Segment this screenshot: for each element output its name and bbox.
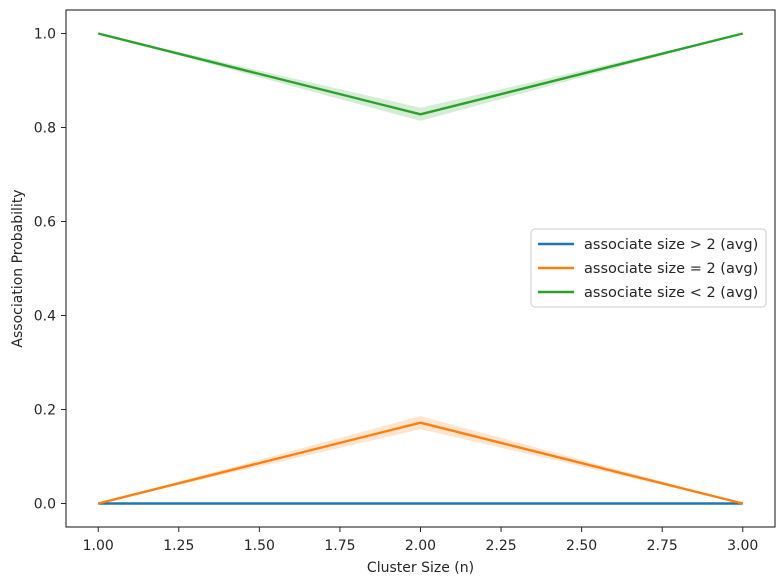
legend-label: associate size < 2 (avg): [584, 285, 758, 301]
y-axis-ticks: 0.0 0.2 0.4 0.6 0.8 1.0: [34, 27, 66, 513]
series-2-band: [98, 416, 743, 504]
y-axis-label: Association Probability: [10, 189, 26, 347]
series-2-line: [97, 421, 744, 505]
x-tick-label: 2.25: [485, 538, 516, 554]
x-tick-label: 2.50: [566, 538, 597, 554]
y-tick-label: 0.0: [34, 497, 56, 513]
x-tick-label: 2.00: [405, 538, 436, 554]
y-tick-label: 0.2: [34, 403, 56, 419]
y-tick-label: 0.4: [34, 309, 56, 325]
y-tick-label: 0.8: [34, 121, 56, 137]
x-tick-label: 2.75: [647, 538, 678, 554]
x-axis-label: Cluster Size (n): [367, 560, 474, 576]
x-tick-label: 1.00: [83, 538, 114, 554]
legend-box: [530, 228, 767, 308]
legend-label: associate size > 2 (avg): [584, 237, 758, 253]
series-lines: [97, 32, 744, 505]
y-tick-label: 1.0: [34, 27, 56, 43]
x-tick-label: 1.75: [324, 538, 355, 554]
x-axis-ticks: 1.00 1.25 1.50 1.75 2.00 2.25 2.50 2.75 3.00: [83, 527, 758, 554]
x-tick-label: 1.50: [244, 538, 275, 554]
legend: associate size > 2 (avg) associate size =…: [530, 228, 767, 308]
x-tick-label: 3.00: [727, 538, 758, 554]
series-3-band: [98, 33, 743, 121]
y-tick-label: 0.6: [34, 215, 56, 231]
x-tick-label: 1.25: [163, 538, 194, 554]
legend-label: associate size = 2 (avg): [584, 261, 758, 277]
series-3-line: [97, 32, 744, 116]
